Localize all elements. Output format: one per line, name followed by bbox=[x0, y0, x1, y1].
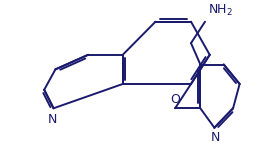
Text: N: N bbox=[211, 132, 220, 144]
Text: O: O bbox=[170, 93, 180, 106]
Text: N: N bbox=[48, 113, 57, 126]
Text: NH$_2$: NH$_2$ bbox=[207, 3, 233, 18]
